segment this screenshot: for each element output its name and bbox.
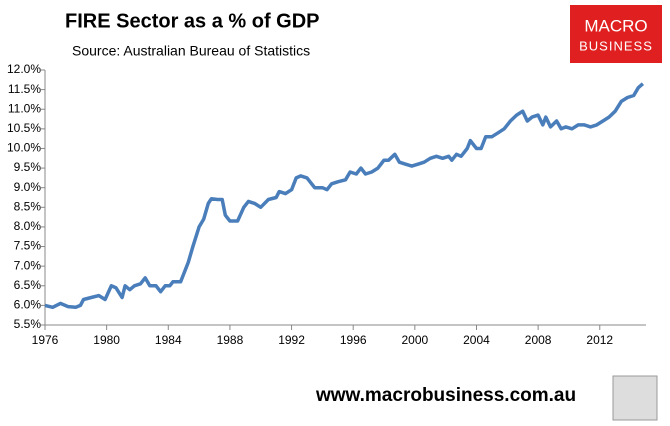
- line-series: [44, 82, 645, 310]
- y-tick-label: 11.5%: [8, 82, 41, 96]
- x-tick-label: 2004: [463, 333, 490, 347]
- y-tick-label: 5.5%: [14, 317, 42, 331]
- y-tick-label: 11.0%: [8, 101, 41, 115]
- x-tick-label: 1988: [217, 333, 244, 347]
- y-tick-label: 10.0%: [7, 141, 41, 155]
- logo-box: [570, 5, 662, 63]
- y-tick-label: 6.5%: [14, 278, 42, 292]
- x-tick-label: 1980: [93, 333, 120, 347]
- x-tick-label: 1996: [340, 333, 367, 347]
- x-tick-label: 2000: [401, 333, 428, 347]
- logo-text: MACRO: [584, 16, 647, 35]
- chart-subtitle: Source: Australian Bureau of Statistics: [72, 43, 310, 59]
- y-tick-label: 9.0%: [14, 180, 42, 194]
- fox-icon: [612, 375, 658, 421]
- y-tick-label: 7.0%: [14, 258, 42, 272]
- x-tick-label: 1976: [32, 333, 59, 347]
- chart-title: FIRE Sector as a % of GDP: [65, 10, 320, 32]
- footer-url: www.macrobusiness.com.au: [315, 385, 576, 406]
- x-tick-label: 2008: [525, 333, 552, 347]
- logo-text: BUSINESS: [579, 38, 653, 53]
- y-tick-label: 12.0%: [7, 62, 41, 76]
- y-tick-label: 6.0%: [14, 298, 42, 312]
- x-tick-label: 2012: [586, 333, 613, 347]
- y-tick-label: 7.5%: [14, 239, 42, 253]
- y-tick-label: 9.5%: [14, 160, 42, 174]
- y-tick-label: 10.5%: [7, 121, 41, 135]
- x-tick-label: 1984: [155, 333, 182, 347]
- y-tick-label: 8.5%: [14, 199, 42, 213]
- x-tick-label: 1992: [278, 333, 305, 347]
- y-tick-label: 8.0%: [14, 219, 42, 233]
